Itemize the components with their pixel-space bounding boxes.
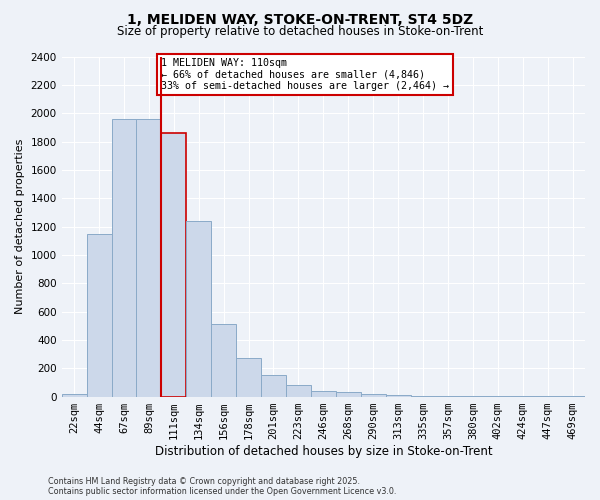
Text: Size of property relative to detached houses in Stoke-on-Trent: Size of property relative to detached ho… xyxy=(117,25,483,38)
Bar xyxy=(311,391,336,396)
Text: 1 MELIDEN WAY: 110sqm
← 66% of detached houses are smaller (4,846)
33% of semi-d: 1 MELIDEN WAY: 110sqm ← 66% of detached … xyxy=(161,58,449,91)
X-axis label: Distribution of detached houses by size in Stoke-on-Trent: Distribution of detached houses by size … xyxy=(155,444,492,458)
Y-axis label: Number of detached properties: Number of detached properties xyxy=(15,139,25,314)
Bar xyxy=(62,394,86,396)
Text: 1, MELIDEN WAY, STOKE-ON-TRENT, ST4 5DZ: 1, MELIDEN WAY, STOKE-ON-TRENT, ST4 5DZ xyxy=(127,12,473,26)
Bar xyxy=(361,394,386,396)
Bar xyxy=(86,234,112,396)
Bar xyxy=(261,374,286,396)
Bar xyxy=(286,385,311,396)
Bar xyxy=(211,324,236,396)
Bar xyxy=(236,358,261,397)
Bar xyxy=(186,221,211,396)
Bar xyxy=(161,133,186,396)
Text: Contains HM Land Registry data © Crown copyright and database right 2025.
Contai: Contains HM Land Registry data © Crown c… xyxy=(48,476,397,496)
Bar xyxy=(386,395,410,396)
Bar xyxy=(136,119,161,396)
Bar xyxy=(336,392,361,396)
Bar xyxy=(112,119,136,396)
